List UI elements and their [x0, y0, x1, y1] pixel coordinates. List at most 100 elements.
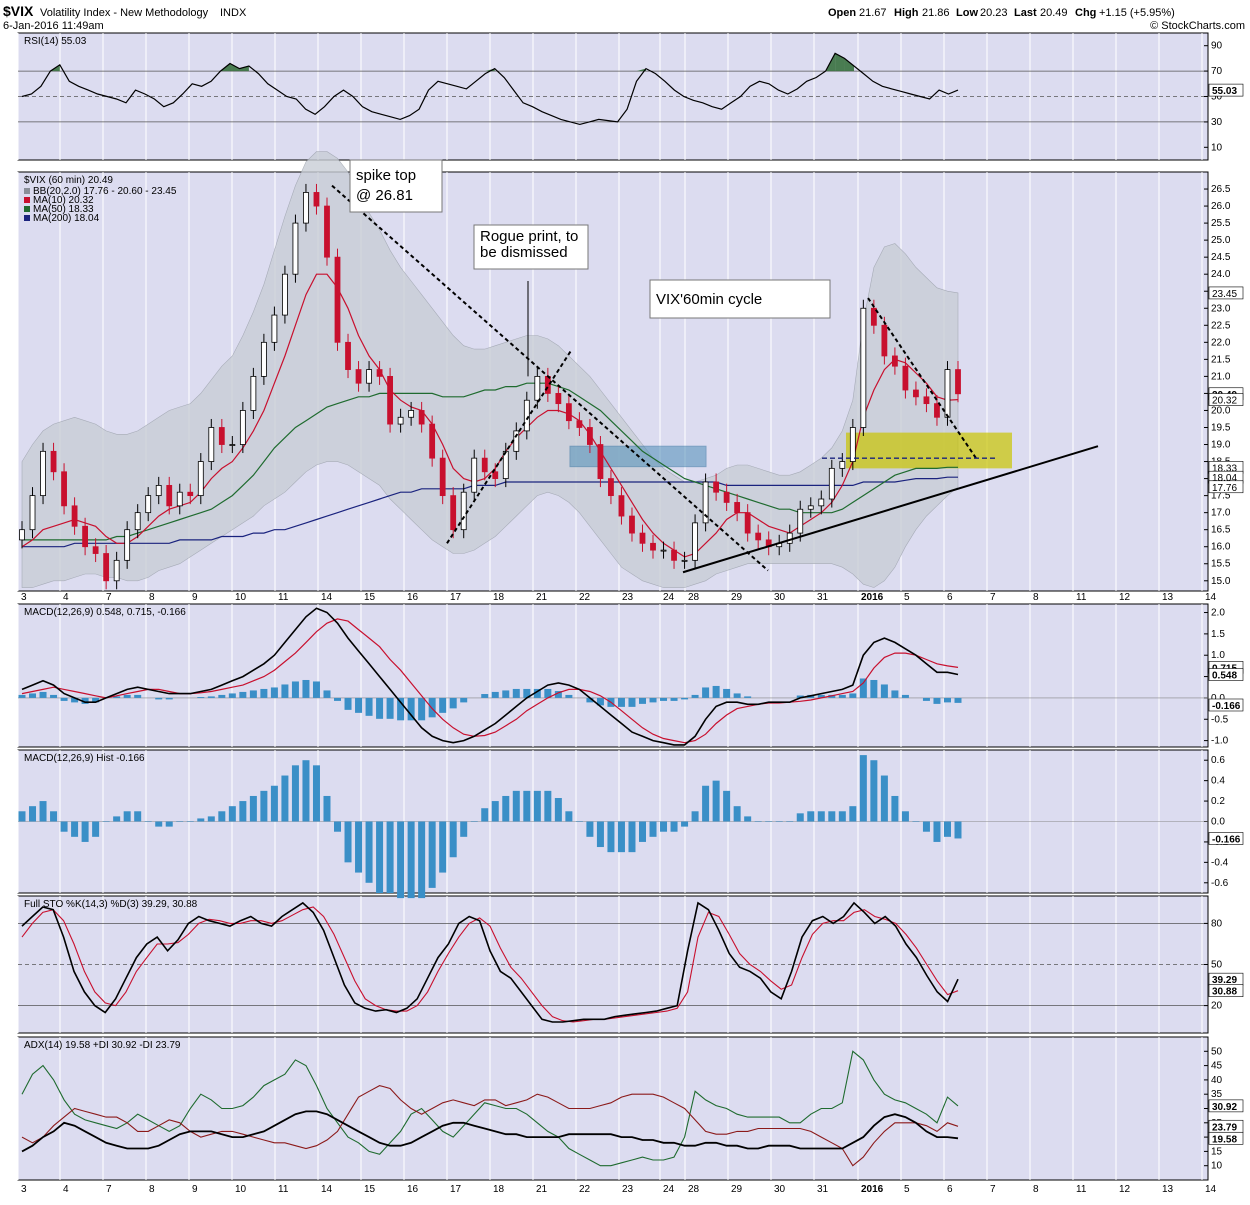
hist-bar — [491, 801, 499, 822]
candle-body — [366, 369, 372, 384]
candle-body — [303, 192, 309, 224]
candle-body — [439, 457, 446, 497]
price-tick-label: 22.5 — [1211, 320, 1231, 331]
price-xtick: 24 — [663, 592, 675, 603]
legend-swatch — [24, 215, 30, 221]
price-xtick: 31 — [817, 592, 829, 603]
price-xtick: 18 — [493, 592, 505, 603]
candle-body — [807, 505, 814, 510]
macd-hist-bar — [544, 688, 552, 698]
rsi-title: RSI(14) 55.03 — [24, 36, 87, 47]
bollinger-band — [21, 151, 959, 588]
hist-title: MACD(12,26,9) Hist -0.166 — [24, 753, 145, 764]
hist-bar — [807, 811, 815, 822]
hist-bar — [828, 811, 836, 822]
macd-panel — [17, 603, 1209, 748]
hist-bar — [418, 821, 426, 899]
macd-tick-label: 2.0 — [1211, 608, 1225, 619]
candle-body — [355, 369, 362, 384]
high-label: High — [894, 7, 919, 19]
hist-bar — [786, 821, 794, 822]
macd-hist-bar — [617, 697, 625, 707]
candle-body — [955, 369, 961, 395]
macd-hist-bar — [92, 697, 100, 703]
price-xtick: 15 — [364, 592, 376, 603]
watermark: © StockCharts.com — [1150, 20, 1245, 32]
price-xtick: 5 — [904, 592, 910, 603]
hist-tick-label: 0.0 — [1211, 817, 1225, 828]
hist-bar — [638, 821, 646, 842]
candle-body — [744, 512, 751, 534]
hist-bar — [334, 821, 342, 832]
hist-bar — [744, 816, 752, 822]
macd-value-box — [1208, 698, 1244, 712]
open-value: 21.67 — [859, 7, 887, 19]
rsi-tick-label: 50 — [1211, 92, 1223, 103]
adx-xtick: 28 — [688, 1184, 700, 1195]
adx-panel — [17, 1036, 1209, 1181]
price-tick-label: 19.5 — [1211, 422, 1231, 433]
macd-hist-bar — [334, 697, 342, 701]
hist-bar — [102, 821, 110, 822]
hist-value-box — [1208, 832, 1244, 845]
rogue-print-callout-box — [473, 224, 589, 270]
macd-hist-bar — [512, 688, 520, 698]
hist-bar — [575, 821, 583, 822]
hist-bar — [838, 811, 846, 822]
header-symbol: $VIX — [3, 3, 34, 19]
adx-minus-di-line — [21, 1085, 959, 1167]
hist-bar — [291, 765, 299, 822]
price-tick-label: 25.5 — [1211, 218, 1231, 229]
candle-body — [155, 484, 162, 497]
sto-tick-label: 20 — [1211, 1001, 1223, 1012]
hist-bar — [397, 821, 405, 899]
macd-hist-bar — [533, 688, 541, 698]
price-tick-label: 15.5 — [1211, 559, 1231, 570]
macd-hist-bar — [460, 697, 468, 703]
hist-bar — [502, 795, 510, 822]
price-tick-label: 26.0 — [1211, 201, 1231, 212]
adx-value-label: 19.58 — [1212, 1134, 1237, 1145]
macd-hist-bar — [554, 691, 562, 698]
adx-tick-label: 15 — [1211, 1146, 1223, 1157]
adx-line — [21, 1110, 959, 1153]
downtrend-line-1 — [331, 184, 769, 572]
candle-body — [786, 532, 793, 544]
macd-hist-bar — [439, 697, 447, 713]
price-xtick: 4 — [63, 592, 69, 603]
hist-bar — [134, 811, 142, 822]
candle-body — [597, 444, 604, 479]
macd-hist-bar — [681, 697, 689, 700]
hist-bar — [523, 790, 531, 822]
hist-bar — [197, 818, 205, 822]
macd-hist-bar — [449, 697, 457, 709]
price-tick-label: 24.5 — [1211, 252, 1231, 263]
hist-bar — [365, 821, 373, 883]
price-xtick: 16 — [407, 592, 419, 603]
candle-body — [723, 491, 730, 503]
price-tick-label: 26.5 — [1211, 184, 1231, 195]
macd-hist-bar — [165, 697, 173, 700]
candle-body — [197, 461, 204, 497]
candle-body — [681, 559, 688, 562]
adx-tick-label: 10 — [1211, 1161, 1223, 1172]
adx-xtick: 17 — [450, 1184, 462, 1195]
macd-hist-bar — [29, 693, 37, 698]
rsi-value-box — [1208, 83, 1244, 97]
hist-bar — [460, 821, 468, 837]
legend-swatch — [24, 206, 30, 212]
legend-entry: MA(10) 20.32 — [33, 195, 94, 206]
macd-hist-bar — [859, 678, 867, 698]
hist-bar — [239, 801, 247, 822]
candle-body — [565, 403, 572, 422]
spike-top-callout-box — [349, 159, 443, 213]
hist-bar — [207, 816, 215, 822]
candle-body — [818, 498, 825, 507]
last-value: 20.49 — [1040, 7, 1068, 19]
sto-title: Full STO %K(14,3) %D(3) 39.29, 30.88 — [24, 899, 198, 910]
macd-hist-bar — [880, 684, 888, 698]
candle-body — [166, 484, 173, 507]
hist-bar — [596, 821, 604, 848]
chg-label: Chg — [1075, 7, 1096, 19]
